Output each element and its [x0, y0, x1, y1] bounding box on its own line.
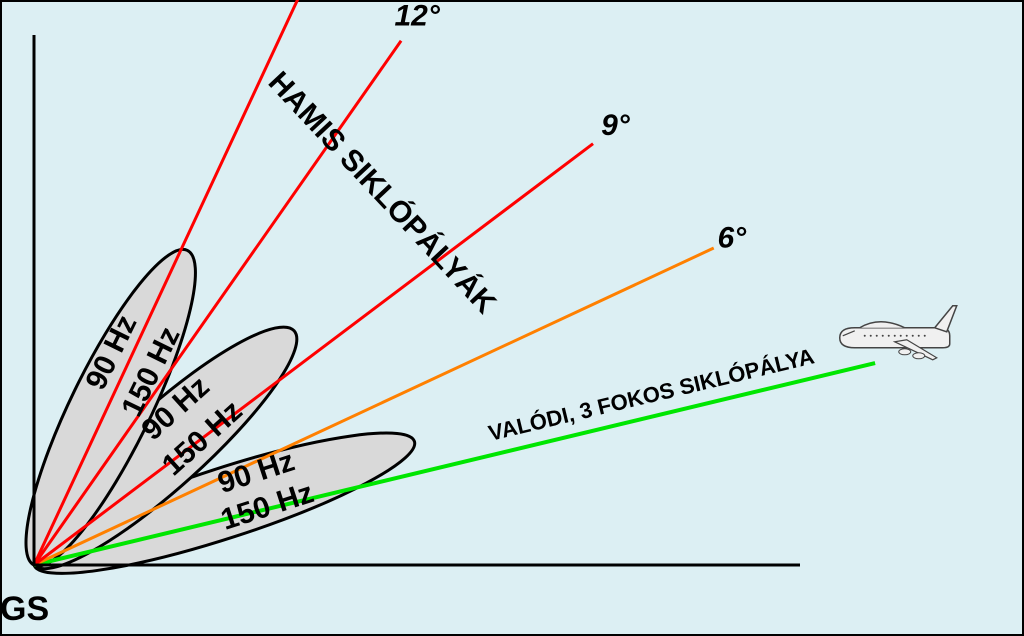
- degree-label: 12°: [394, 0, 440, 33]
- degree-label: 9°: [601, 109, 631, 142]
- degree-label: 6°: [718, 222, 748, 255]
- true-path-label: VALÓDI, 3 FOKOS SIKLÓPÁLYA: [486, 344, 817, 446]
- origin-label: GS: [0, 590, 49, 628]
- aircraft-icon: [840, 306, 957, 360]
- false-paths-label: HAMIS SIKLÓPÁLYÁK: [262, 65, 503, 320]
